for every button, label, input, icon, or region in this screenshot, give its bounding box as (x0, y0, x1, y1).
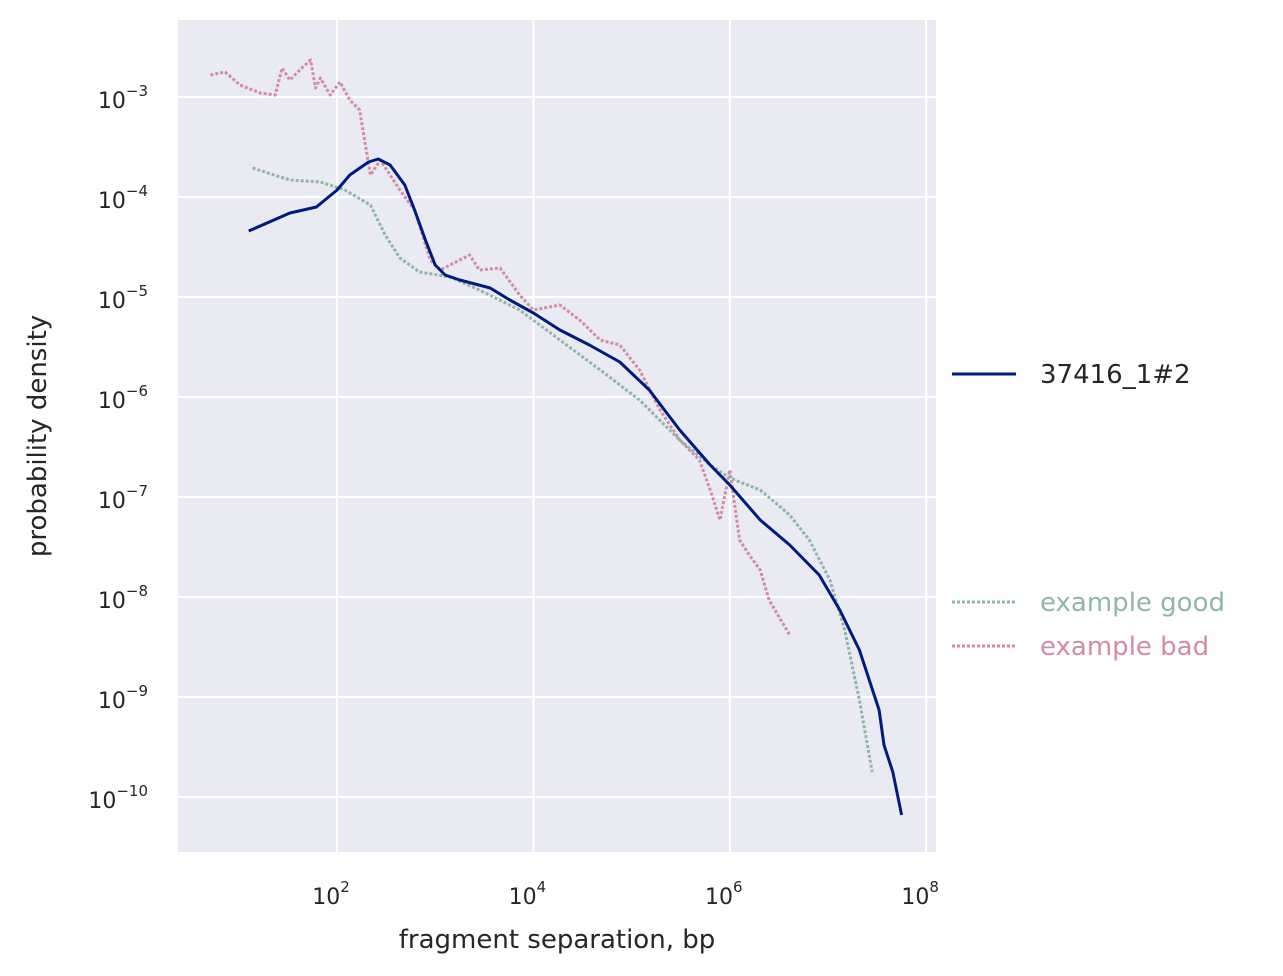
legend-label: example bad (1040, 632, 1209, 662)
series-lines (210, 58, 904, 816)
y-tick-label: 10−3 (98, 82, 148, 114)
y-tick-label: 10−8 (98, 582, 148, 614)
y-tick-label: 10−9 (98, 682, 148, 714)
y-tick-label: 10−7 (98, 482, 148, 514)
series-line-37416-1-2 (248, 157, 904, 816)
y-tick-label: 10−4 (98, 182, 148, 214)
x-tick-label: 106 (705, 878, 743, 910)
x-tick-label: 108 (901, 878, 939, 910)
x-tick-label: 104 (509, 878, 547, 910)
plot-background (178, 20, 936, 852)
y-tick-label: 10−10 (88, 782, 148, 814)
series-line-example-bad (210, 58, 791, 636)
y-axis-label: probability density (23, 315, 53, 557)
legend-label: 37416_1#2 (1040, 360, 1191, 390)
y-tick-label: 10−6 (98, 382, 148, 414)
grid (178, 20, 936, 852)
x-axis-label: fragment separation, bp (399, 925, 715, 955)
legend-label: example good (1040, 588, 1225, 618)
y-tick-label: 10−5 (98, 282, 148, 314)
series-line-example-good (252, 166, 874, 773)
x-tick-label: 102 (312, 878, 350, 910)
